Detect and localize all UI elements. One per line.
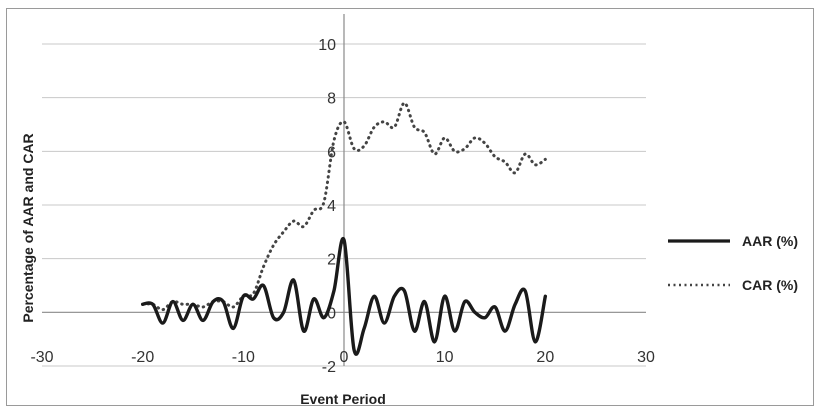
series-line-aar bbox=[140, 236, 548, 356]
x-tick-label-5: 20 bbox=[536, 349, 554, 366]
x-axis-title: Event Period bbox=[300, 391, 386, 407]
grid-lines bbox=[42, 43, 646, 367]
series-layer bbox=[140, 101, 548, 356]
y-tick-label-2: 2 bbox=[327, 252, 336, 269]
chart-frame bbox=[6, 8, 814, 406]
legend-car-label: CAR (%) bbox=[742, 277, 798, 293]
y-tick-label-0: -2 bbox=[322, 359, 336, 376]
y-tick-label-5: 8 bbox=[327, 91, 336, 108]
x-tick-label-2: -10 bbox=[232, 349, 255, 366]
y-axis-title: Percentage of AAR and CAR bbox=[20, 133, 36, 322]
x-tick-label-4: 10 bbox=[436, 349, 454, 366]
x-tick-label-1: -20 bbox=[131, 349, 154, 366]
series-line-car bbox=[141, 101, 547, 312]
y-tick-labels: -2 0 2 4 6 8 10 bbox=[318, 37, 336, 376]
x-tick-label-3: 0 bbox=[340, 349, 349, 366]
y-tick-label-3: 4 bbox=[327, 198, 336, 215]
legend: AAR (%) CAR (%) bbox=[668, 233, 798, 293]
x-tick-label-0: -30 bbox=[30, 349, 53, 366]
y-tick-label-6: 10 bbox=[318, 37, 336, 54]
x-tick-labels: -30 -20 -10 0 10 20 30 bbox=[30, 349, 655, 366]
legend-aar-label: AAR (%) bbox=[742, 233, 798, 249]
y-tick-label-4: 6 bbox=[327, 144, 336, 161]
y-tick-label-1: 0 bbox=[327, 305, 336, 322]
x-tick-label-6: 30 bbox=[637, 349, 655, 366]
